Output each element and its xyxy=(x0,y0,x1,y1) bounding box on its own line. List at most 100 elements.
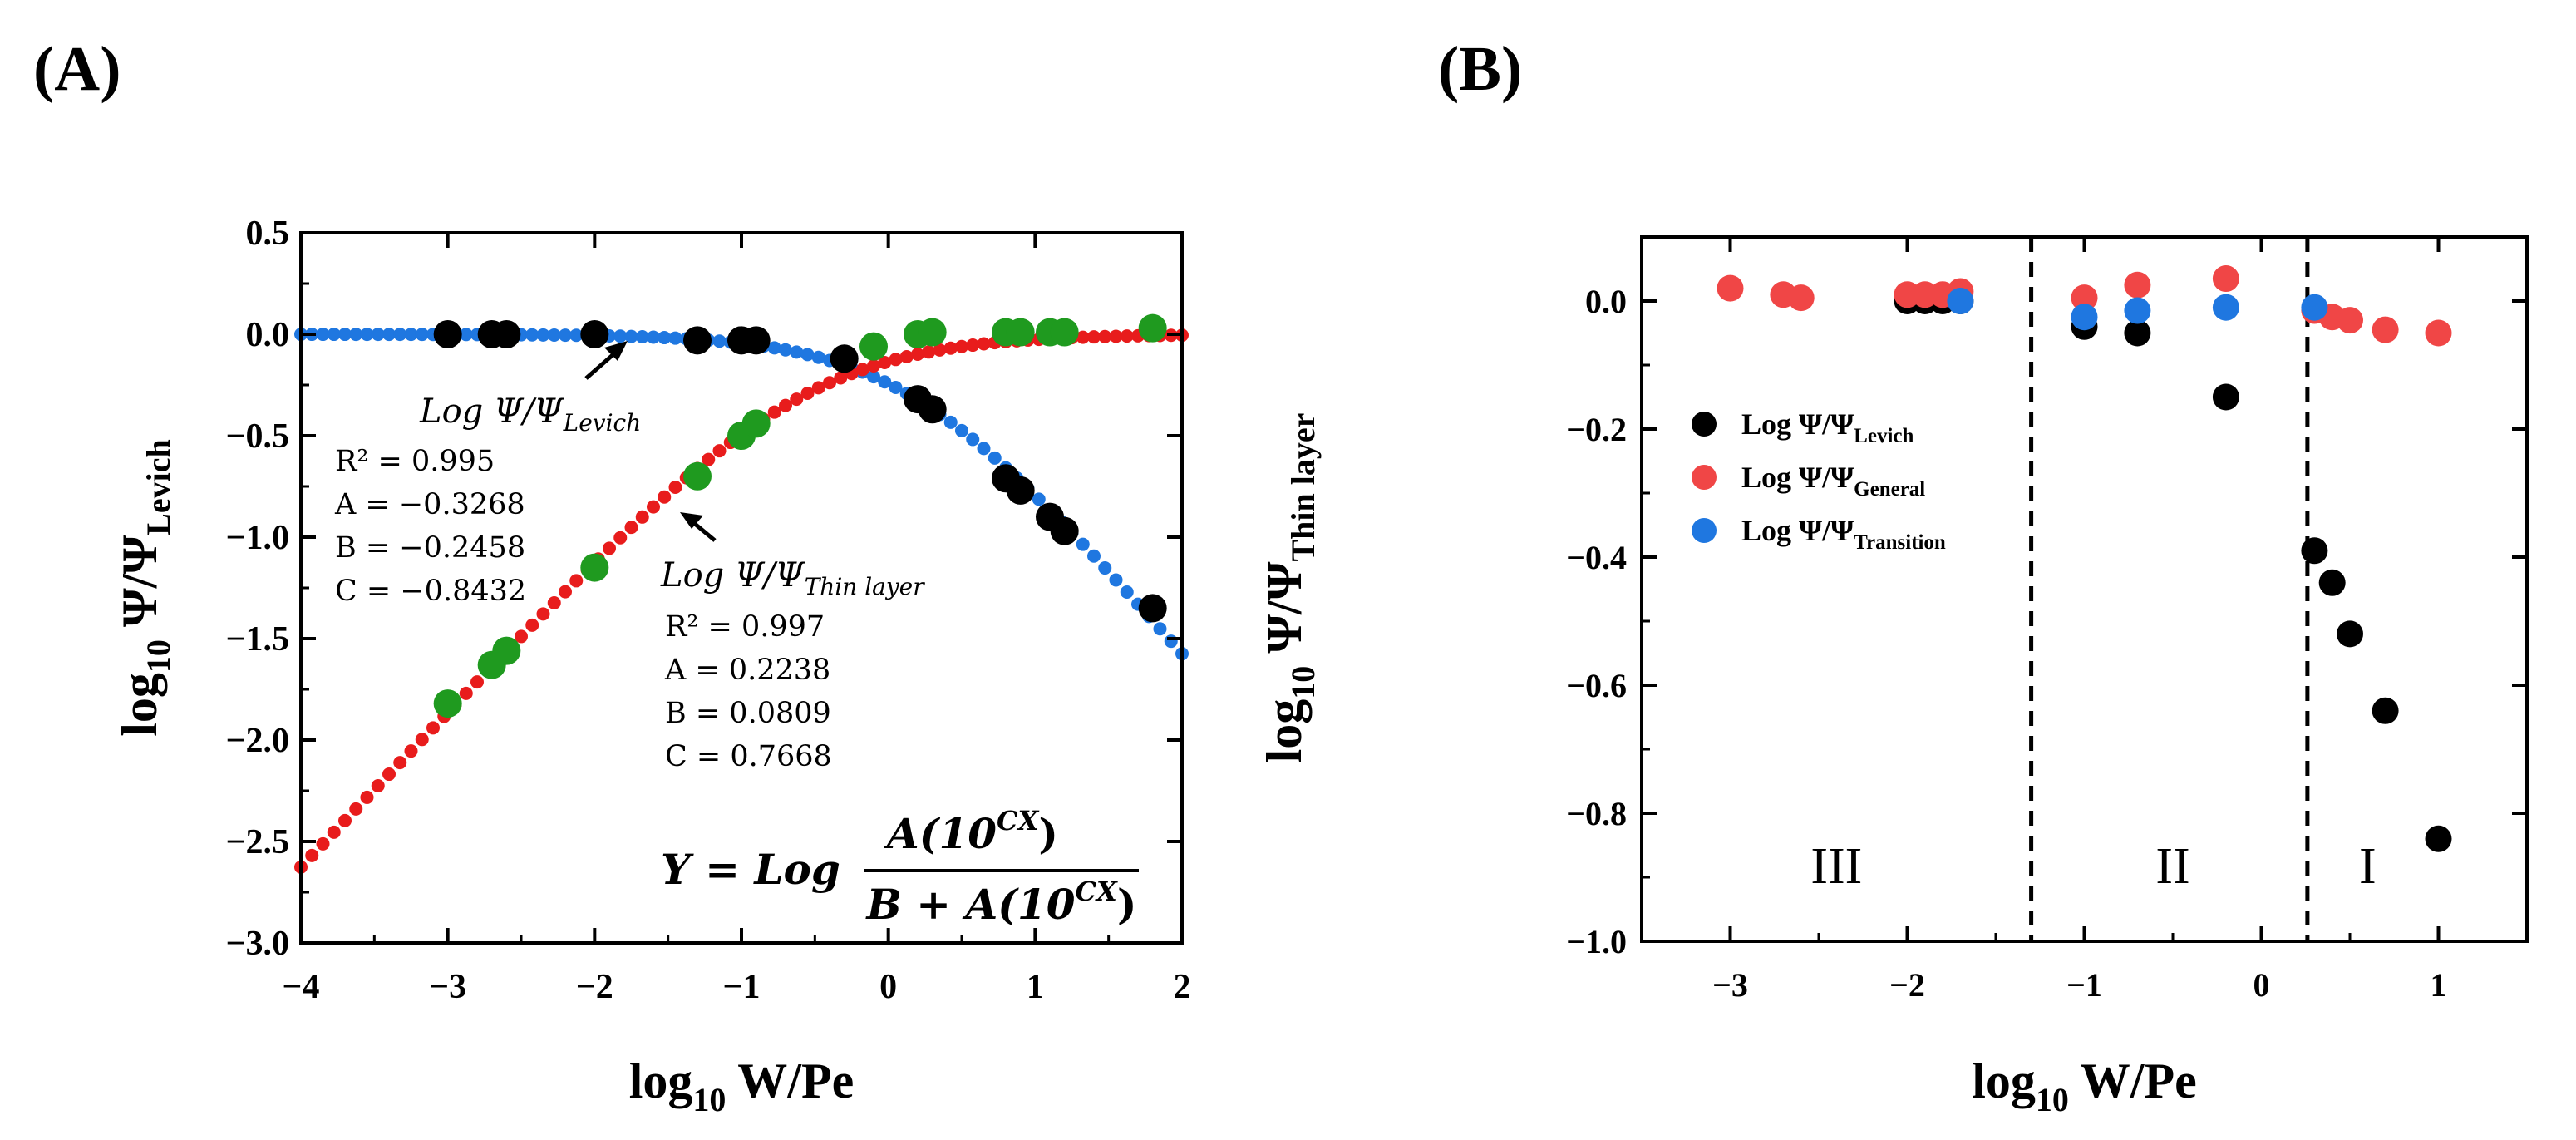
data-point xyxy=(580,320,609,348)
fit-point xyxy=(779,343,792,357)
eq-num-base: A(10 xyxy=(884,809,997,858)
fit-point xyxy=(668,481,682,495)
fit-point xyxy=(658,331,672,345)
fit-point xyxy=(977,442,991,456)
y-tick-label: −1.0 xyxy=(226,519,289,557)
legend-marker xyxy=(1692,465,1717,490)
y-tick-label: 0.0 xyxy=(1585,283,1627,320)
fit-point xyxy=(470,675,484,689)
fit-point xyxy=(1076,330,1090,344)
fit-point xyxy=(525,328,539,342)
fit-point xyxy=(966,432,980,447)
data-point xyxy=(2318,569,2346,596)
y-label-rest: Ψ/Ψ xyxy=(112,535,167,639)
region-label: III xyxy=(1810,838,1862,895)
fit-point xyxy=(624,329,638,343)
x-tick-label: 1 xyxy=(1027,968,1044,1006)
legend-label: Log Ψ/ΨTransition xyxy=(1741,514,1946,554)
fit-point xyxy=(811,350,825,364)
data-point xyxy=(1138,313,1167,343)
y-tick-label: −0.4 xyxy=(1566,539,1627,576)
fit-point xyxy=(823,376,836,390)
fit-point xyxy=(922,345,936,359)
legend-base: Log Ψ/Ψ xyxy=(1741,461,1854,494)
fit-point xyxy=(834,371,848,385)
fit-point xyxy=(624,521,638,535)
fit-point xyxy=(559,585,572,599)
x-tick-label: −2 xyxy=(576,968,613,1006)
data-point xyxy=(2372,316,2399,343)
fit-point xyxy=(1109,329,1123,343)
y-tick-label: 0.5 xyxy=(246,215,290,253)
fit-point xyxy=(371,328,385,342)
levich-stat: B = −0.2458 xyxy=(335,531,525,565)
y-tick-label: 0.0 xyxy=(246,316,290,354)
fit-point xyxy=(1153,622,1167,636)
panel-label-b: (B) xyxy=(1438,34,1522,104)
data-point xyxy=(683,461,712,491)
eq-num-sup: CX xyxy=(997,805,1039,836)
fit-point xyxy=(800,348,815,362)
panel-label-a: (A) xyxy=(33,34,121,104)
chart-a: −4 −3 −2 −1 0 1 2 0.5 0.0 −0.5 −1.0 −1.5 −2.0 −2.5 −3.… xyxy=(112,215,1322,1118)
x-axis-label: log10 W/Pe xyxy=(1972,1054,2197,1118)
eq-den-end: ) xyxy=(1117,880,1137,929)
fit-point xyxy=(525,618,539,632)
fit-point xyxy=(988,451,1002,465)
data-point xyxy=(2124,319,2151,347)
fit-point xyxy=(911,347,924,361)
x-tick-label: 2 xyxy=(1174,968,1191,1006)
thin-layer-stat: A = 0.2238 xyxy=(664,654,830,687)
fit-point xyxy=(867,358,880,373)
legend-sub: Transition xyxy=(1854,531,1946,554)
x-tick-label: 0 xyxy=(879,968,897,1006)
y-tick-label: −0.8 xyxy=(1566,795,1627,832)
chart-b: III II I−3 −2 −1 0 10.0−0.2−0.4−0.6−0.8−1.0log… xyxy=(1566,235,2529,1118)
fit-point xyxy=(349,328,363,342)
fit-point xyxy=(878,355,892,369)
fit-point xyxy=(569,574,584,588)
data-point xyxy=(1006,318,1035,347)
y-tick-label: −0.5 xyxy=(226,417,289,456)
fit-point xyxy=(536,607,550,621)
fit-point xyxy=(360,328,374,342)
fit-point xyxy=(712,444,727,458)
fit-point xyxy=(943,341,958,355)
y-label-rest: Ψ/Ψ xyxy=(1257,561,1312,665)
thin-layer-annotation-label: Log Ψ/ΨThin layer xyxy=(660,556,925,600)
data-point xyxy=(2124,271,2151,299)
legend-marker xyxy=(1692,412,1717,437)
data-point xyxy=(1050,318,1079,347)
data-point xyxy=(2337,620,2363,648)
fit-point xyxy=(767,405,781,419)
levich-stat: R² = 0.995 xyxy=(335,445,495,478)
region-label: I xyxy=(2359,838,2377,895)
data-point xyxy=(492,636,521,665)
equation-lhs: Y = Log xyxy=(661,845,840,894)
data-point xyxy=(2301,294,2328,321)
legend-marker xyxy=(1692,518,1717,543)
data-point xyxy=(859,332,888,361)
legend-label: Log Ψ/ΨLevich xyxy=(1741,407,1914,447)
y-tick-label: −2.5 xyxy=(226,823,289,861)
fit-point xyxy=(647,500,660,514)
fit-point xyxy=(415,328,429,342)
data-point xyxy=(1138,594,1167,623)
data-point xyxy=(741,409,771,438)
fit-point xyxy=(767,341,781,355)
thin-layer-stat: B = 0.0809 xyxy=(665,697,831,730)
y-label-sub2: Thin layer xyxy=(1284,413,1322,562)
fit-point xyxy=(790,345,804,359)
fit-point xyxy=(547,328,561,342)
fit-point xyxy=(1164,634,1178,649)
thin-layer-arrow-head xyxy=(680,512,703,529)
fit-point xyxy=(426,721,440,735)
fit-point xyxy=(955,423,968,437)
data-point xyxy=(918,318,947,347)
fit-point xyxy=(382,767,396,782)
fit-point xyxy=(360,790,374,804)
fit-point xyxy=(955,339,968,353)
data-point xyxy=(580,553,609,582)
y-tick-label: −2.0 xyxy=(226,722,289,760)
